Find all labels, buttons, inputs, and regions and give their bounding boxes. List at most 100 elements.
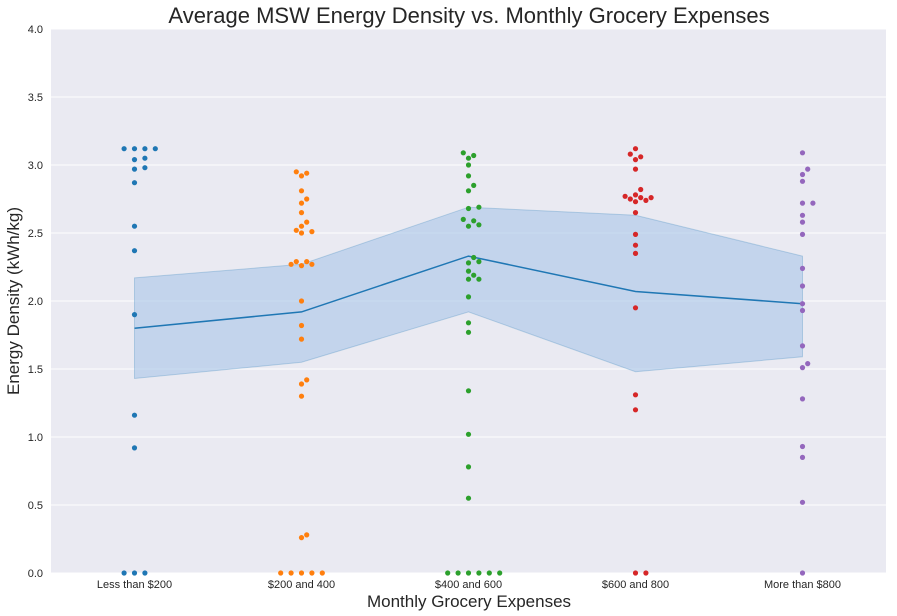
- data-point: [152, 146, 158, 152]
- data-point: [465, 260, 472, 266]
- data-point: [465, 570, 472, 576]
- y-axis-label: Energy Density (kWh/kg): [4, 207, 23, 395]
- data-point: [632, 210, 639, 216]
- data-point: [465, 320, 472, 326]
- data-point: [309, 570, 315, 576]
- data-point: [799, 265, 806, 271]
- x-tick-label: $400 and 600: [435, 579, 502, 591]
- data-point: [293, 259, 299, 265]
- data-point: [131, 412, 138, 418]
- data-point: [465, 205, 472, 212]
- data-point: [298, 570, 305, 576]
- data-point: [632, 157, 639, 163]
- data-point: [460, 216, 466, 222]
- data-point: [799, 443, 806, 450]
- data-point: [319, 570, 325, 576]
- data-point: [293, 169, 299, 175]
- data-point: [465, 162, 472, 168]
- data-point: [622, 193, 628, 199]
- y-tick-label: 2.0: [28, 296, 43, 308]
- y-tick-labels: 0.0 0.5 1.0 1.5 2.0 2.5 3.0 3.5 4.0: [28, 24, 43, 580]
- data-point: [476, 204, 482, 210]
- data-point: [142, 155, 148, 161]
- chart-title: Average MSW Energy Density vs. Monthly G…: [168, 3, 769, 28]
- data-point: [643, 197, 649, 203]
- data-point: [471, 152, 477, 159]
- data-point: [471, 272, 477, 278]
- data-point: [131, 570, 138, 576]
- data-point: [471, 254, 477, 261]
- data-point: [465, 223, 472, 229]
- data-point: [799, 283, 806, 289]
- data-point: [309, 261, 315, 267]
- data-point: [799, 365, 806, 371]
- x-tick-labels: Less than $200 $200 and 400 $400 and 600 $6…: [97, 579, 841, 591]
- data-point: [304, 219, 310, 225]
- y-tick-label: 0.5: [28, 500, 43, 512]
- data-point: [497, 570, 503, 576]
- data-point: [799, 200, 806, 206]
- data-point: [304, 170, 310, 176]
- data-point: [298, 381, 305, 387]
- data-point: [627, 196, 633, 202]
- data-point: [465, 173, 472, 179]
- data-point: [799, 219, 806, 225]
- data-point: [632, 305, 639, 311]
- x-tick-label: More than $800: [764, 579, 841, 591]
- data-point: [278, 570, 284, 576]
- data-point: [643, 570, 649, 576]
- data-point: [298, 322, 305, 329]
- data-point: [632, 192, 639, 198]
- data-point: [298, 210, 305, 216]
- data-point: [632, 392, 639, 398]
- mean-line: [134, 255, 803, 329]
- data-point: [304, 259, 310, 265]
- data-point: [648, 195, 654, 201]
- data-point: [131, 223, 138, 229]
- data-point: [799, 570, 806, 576]
- data-point: [799, 150, 806, 156]
- data-point: [293, 227, 299, 233]
- points-layer: [121, 146, 816, 576]
- data-point: [632, 250, 639, 256]
- data-point: [805, 361, 811, 367]
- data-point: [465, 431, 472, 437]
- y-tick-label: 2.5: [28, 228, 43, 240]
- data-point: [799, 301, 806, 307]
- data-point: [805, 166, 811, 172]
- data-point: [288, 261, 294, 267]
- confidence-band-layer: [134, 206, 803, 380]
- data-point: [298, 336, 305, 342]
- data-point: [465, 155, 472, 161]
- data-point: [638, 186, 644, 193]
- data-point: [121, 146, 127, 152]
- data-point: [476, 276, 482, 282]
- data-point: [810, 200, 816, 206]
- data-point: [460, 150, 466, 156]
- data-point: [471, 218, 477, 224]
- data-point: [799, 178, 806, 184]
- y-tick-label: 3.0: [28, 160, 43, 172]
- data-point: [298, 200, 305, 206]
- x-tick-label: $200 and 400: [268, 579, 335, 591]
- data-point: [131, 166, 138, 172]
- data-point: [632, 231, 639, 237]
- data-point: [304, 196, 310, 202]
- x-tick-label: $600 and 800: [602, 579, 669, 591]
- data-point: [627, 151, 633, 157]
- data-point: [632, 242, 639, 248]
- data-point: [142, 165, 148, 171]
- data-point: [298, 173, 305, 179]
- data-point: [638, 195, 644, 201]
- data-point: [799, 396, 806, 402]
- data-point: [465, 268, 472, 274]
- data-point: [638, 154, 644, 160]
- data-point: [799, 307, 806, 314]
- y-tick-label: 4.0: [28, 24, 43, 36]
- data-point: [304, 377, 310, 383]
- data-point: [465, 188, 472, 194]
- data-point: [121, 570, 127, 576]
- x-tick-label: Less than $200: [97, 579, 172, 591]
- data-point: [304, 532, 310, 538]
